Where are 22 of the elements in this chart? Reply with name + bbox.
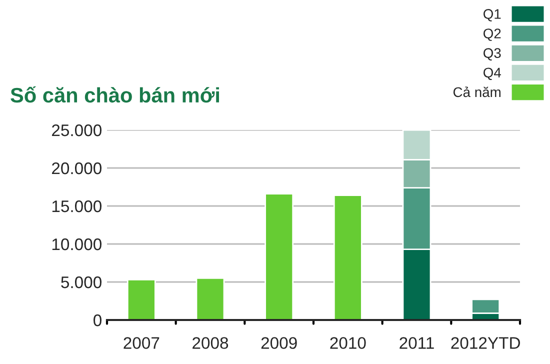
y-tick-label: 5.000 xyxy=(61,276,102,288)
y-tick-label: 10.000 xyxy=(52,238,102,250)
legend-label: Q2 xyxy=(484,28,501,41)
legend-label: Q4 xyxy=(484,68,501,80)
bar xyxy=(196,278,225,320)
x-tick-label: 2011 xyxy=(400,337,434,349)
x-tick-label: 2009 xyxy=(261,337,297,349)
y-tick-label: 25.000 xyxy=(52,124,102,136)
legend-label: Q1 xyxy=(484,9,501,22)
y-tick-label: 15.000 xyxy=(52,200,102,212)
bar xyxy=(126,279,156,320)
y-tick-label: 0 xyxy=(94,314,102,326)
chart-title: Số căn chào bán mới xyxy=(10,86,219,103)
bar xyxy=(264,193,294,320)
x-tick-label: 2012YTD xyxy=(451,337,520,349)
x-tick-label: 2007 xyxy=(124,337,160,349)
x-tick-label: 2010 xyxy=(330,337,366,349)
y-tick-label: 20.000 xyxy=(52,162,102,174)
bar xyxy=(333,194,362,320)
legend-label: Q3 xyxy=(484,48,501,60)
legend-label: Cả năm xyxy=(453,86,500,98)
x-tick-label: 2008 xyxy=(192,337,228,349)
